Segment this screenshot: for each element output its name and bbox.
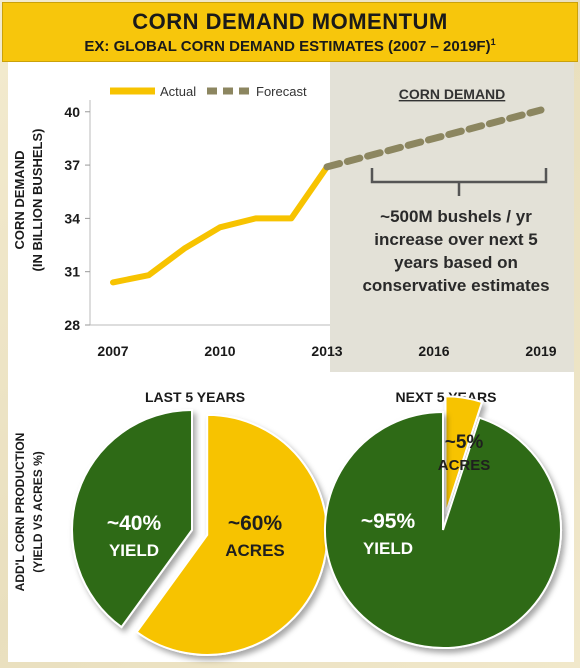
pie-ylabel-1: ADD'L CORN PRODUCTION — [13, 433, 27, 592]
line-ylabel-1: CORN DEMAND — [12, 151, 27, 250]
x-tick-label: 2016 — [418, 343, 449, 359]
pie-ylabel-2: (YIELD VS ACRES %) — [31, 451, 45, 573]
annotation-line-4: conservative estimates — [362, 276, 549, 295]
y-tick-label: 40 — [64, 104, 80, 120]
pie-slice-label: ACRES — [225, 541, 285, 560]
pie-slice — [71, 408, 193, 629]
legend-actual-label: Actual — [160, 84, 196, 99]
x-tick-label: 2013 — [311, 343, 342, 359]
pie-slice-percent: ~5% — [445, 432, 484, 453]
page-subtitle: EX: GLOBAL CORN DEMAND ESTIMATES (2007 –… — [3, 37, 577, 55]
pie-next-5-years: ~5% ACRES ~95% YIELD — [324, 395, 562, 649]
pie-slice — [324, 410, 562, 649]
y-tick-label: 37 — [64, 157, 80, 173]
line-ylabel-2: (IN BILLION BUSHELS) — [30, 129, 45, 272]
annotation-line-2: increase over next 5 — [374, 230, 537, 249]
series-forecast-line — [323, 106, 545, 171]
footnote-marker: 1 — [490, 37, 496, 47]
pie-slice-percent: ~60% — [228, 512, 283, 535]
annotation-line-1: ~500M bushels / yr — [380, 207, 532, 226]
pie-slice-percent: ~95% — [361, 510, 416, 533]
y-tick-label: 31 — [64, 264, 80, 280]
page-title: CORN DEMAND MOMENTUM — [132, 9, 448, 34]
left-pie-title: LAST 5 YEARS — [145, 389, 245, 405]
annotation-line-3: years based on — [394, 253, 518, 272]
subtitle-text: EX: GLOBAL CORN DEMAND ESTIMATES (2007 –… — [84, 38, 491, 55]
header-banner: CORN DEMAND MOMENTUM EX: GLOBAL CORN DEM… — [2, 2, 578, 62]
line-chart-axes: 28 31 34 37 40 2007 2010 2013 2016 2019 — [64, 100, 557, 359]
pie-slice-percent: ~40% — [107, 512, 162, 535]
pie-slice-label: ACRES — [438, 457, 491, 474]
pie-slice — [135, 413, 329, 656]
x-tick-label: 2007 — [97, 343, 128, 359]
x-tick-label: 2010 — [204, 343, 235, 359]
y-tick-label: 28 — [64, 317, 80, 333]
y-tick-label: 34 — [64, 210, 80, 226]
pie-slice-label: YIELD — [363, 539, 413, 558]
shaded-heading: CORN DEMAND — [399, 86, 506, 102]
annotation-bracket — [370, 168, 548, 196]
legend-forecast-label: Forecast — [256, 84, 307, 99]
x-tick-label: 2019 — [525, 343, 556, 359]
line-chart-series — [110, 106, 545, 286]
series-actual-line — [110, 163, 330, 286]
pie-slice-label: YIELD — [109, 541, 159, 560]
pie-last-5-years: ~60% ACRES ~40% YIELD — [71, 408, 329, 656]
pie-slice — [444, 395, 484, 515]
